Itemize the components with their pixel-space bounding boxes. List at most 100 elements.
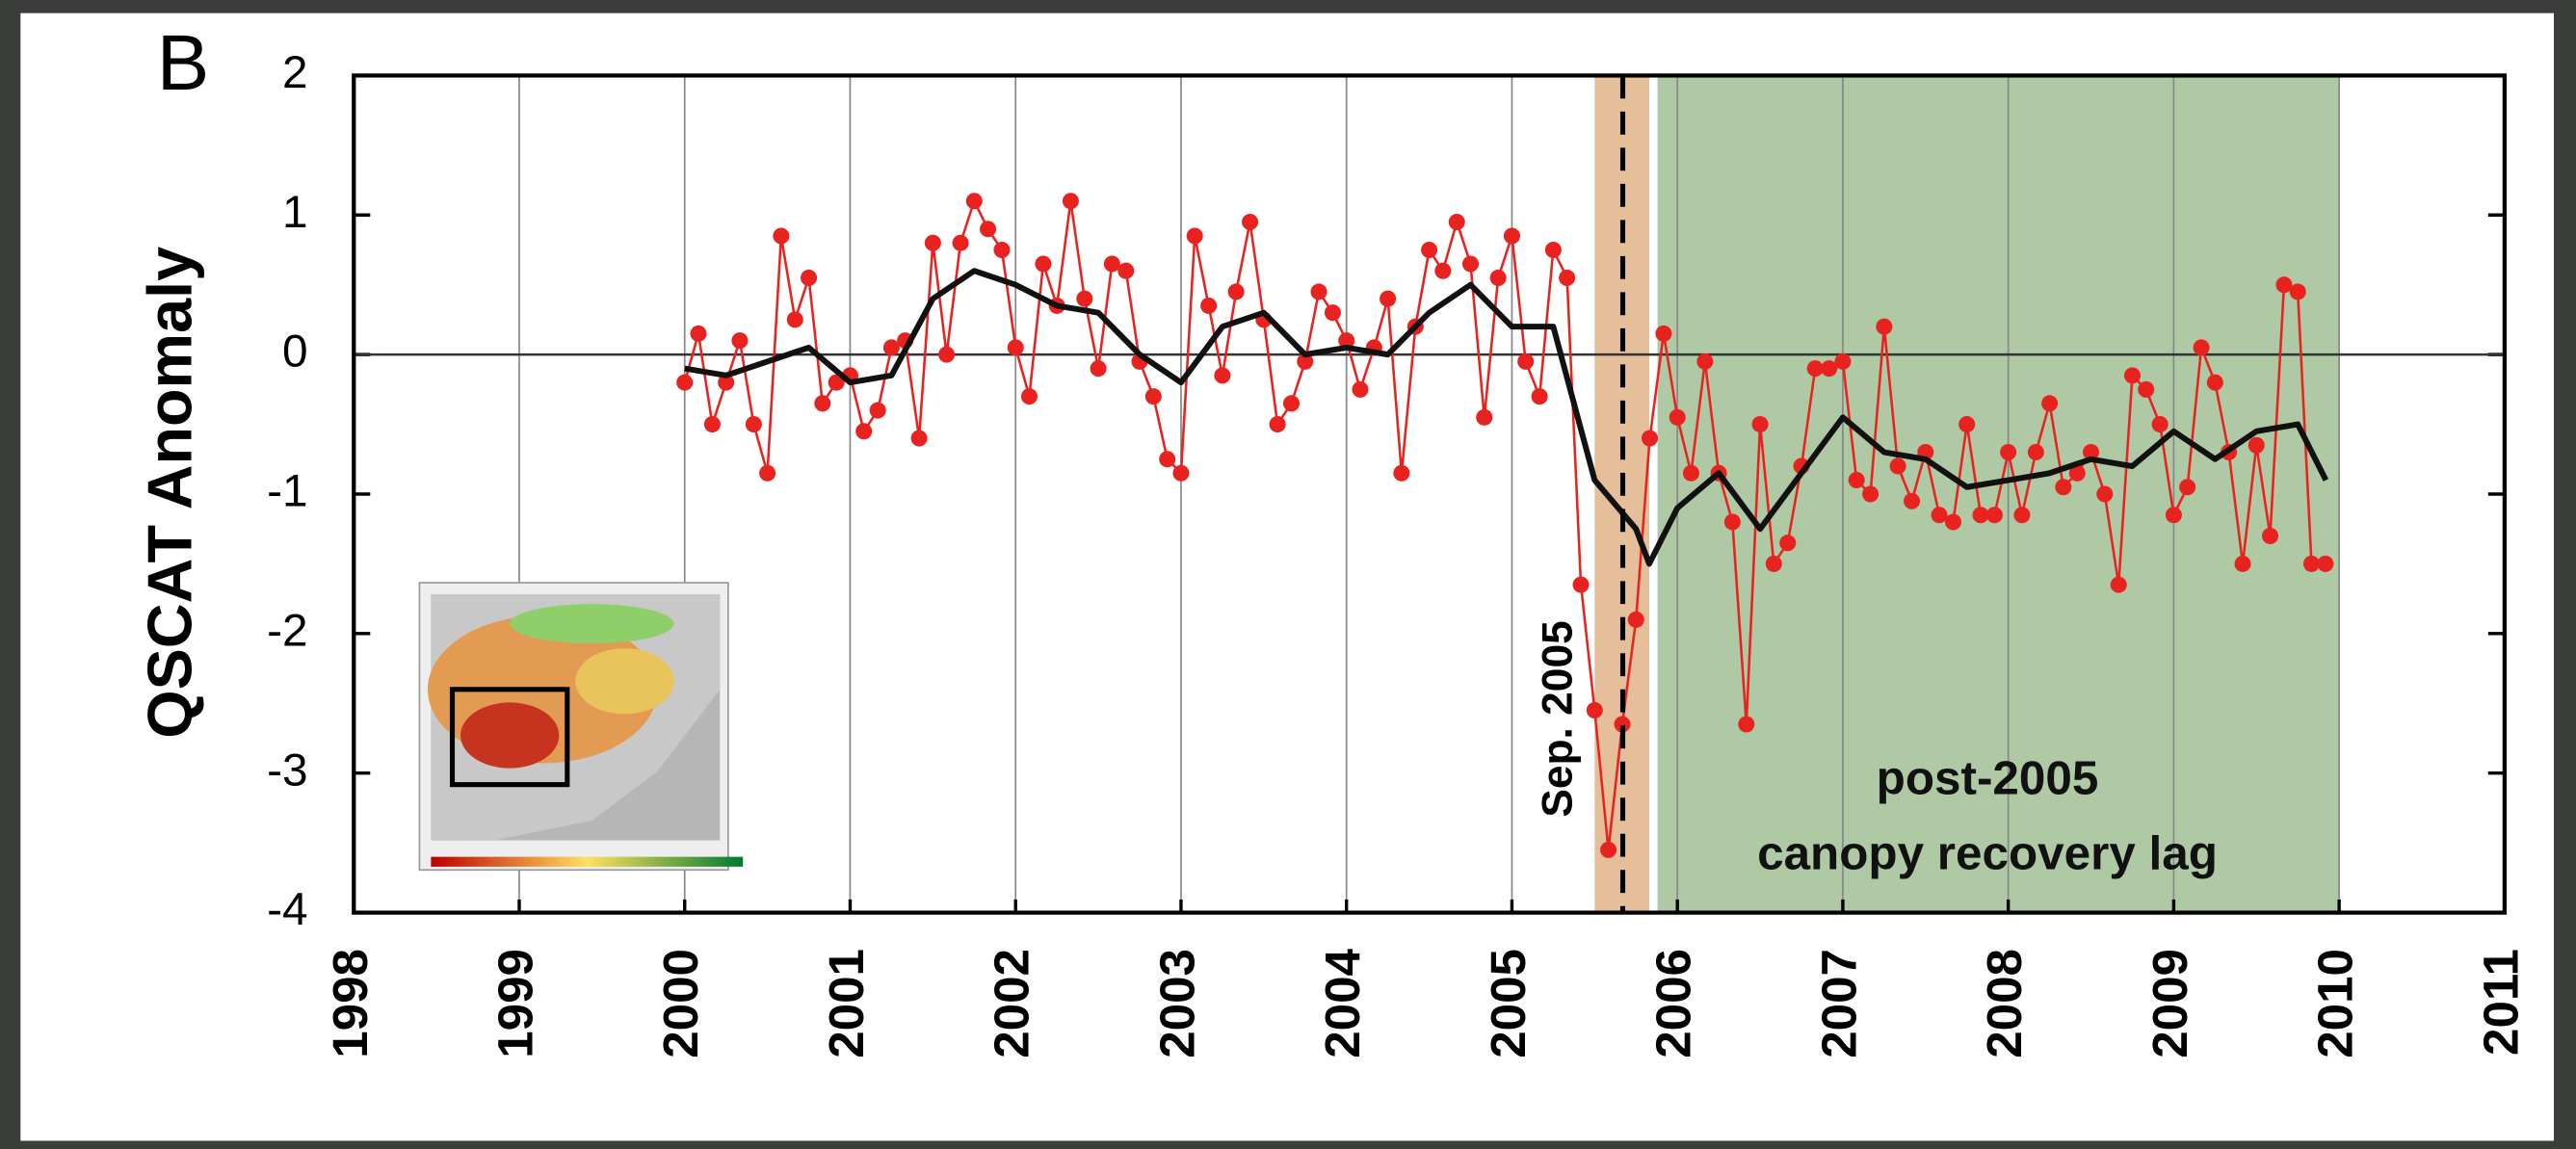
data-point [882,339,900,356]
data-point [1669,408,1686,426]
data-point [1958,416,1976,433]
y-tick-label: -2 [267,605,307,656]
data-point [1985,507,2003,524]
data-point [1944,513,1961,531]
annotation: Sep. 2005 [1535,620,1582,817]
x-tick-label: 2008 [1977,949,2032,1058]
data-point [1904,492,1921,509]
data-point [1310,283,1327,300]
data-point [1421,241,1438,258]
data-point [676,374,694,391]
data-point [1889,457,1906,475]
panel-label: B [157,19,210,107]
data-point [731,332,749,350]
data-point [980,221,997,238]
x-tick-label: 2010 [2308,949,2363,1058]
data-point [2000,444,2017,461]
data-point [924,234,941,251]
data-point [1200,297,1218,314]
data-point [1062,193,1079,210]
data-point [2055,479,2072,496]
data-point [1090,360,1107,378]
data-point [1655,325,1672,342]
y-tick-label: 2 [282,47,308,98]
data-point [910,430,928,447]
data-point [814,395,831,412]
data-point [703,416,721,433]
data-point [2206,374,2223,391]
data-point [2275,276,2293,294]
plot-frame [352,73,2508,915]
x-tick-label: 2011 [2473,949,2528,1056]
data-point [759,464,776,482]
data-point [2165,507,2182,524]
data-point [1393,464,1410,482]
y-tick-label: 1 [282,187,308,238]
data-point [1972,507,1989,524]
data-point [993,241,1011,258]
data-point [1020,388,1038,405]
plot [676,75,2334,913]
data-point [1544,241,1562,258]
data-point [1765,555,1782,572]
data-point [2027,444,2044,461]
data-point [1324,304,1341,322]
inset-map [418,582,744,872]
data-point [745,416,762,433]
data-point [1352,380,1369,398]
data-point [1779,535,1797,552]
data-point [1503,227,1520,245]
data-point [1614,716,1631,733]
data-point [1172,464,1190,482]
data-point [1297,353,1314,370]
data-point [2247,436,2265,454]
data-point [1806,360,1824,378]
data-point [786,311,803,328]
x-tick-label: 2009 [2142,949,2197,1058]
data-point [2234,555,2251,572]
x-tick-label: 2003 [1149,949,1204,1058]
data-point [1076,290,1093,307]
data-point [1448,213,1465,231]
data-point [2151,416,2169,433]
data-point [1876,318,1893,335]
data-point [1489,269,1507,286]
data-point [965,193,983,210]
data-point [2289,283,2306,300]
data-point [1461,255,1480,273]
data-point [1282,395,1301,412]
data-point [1696,353,1714,370]
x-tick-label: 2002 [985,949,1039,1058]
data-point [1559,269,1576,286]
data-point [2068,464,2086,482]
data-point [2013,507,2031,524]
data-point [1641,430,1659,447]
data-point [2110,576,2127,593]
data-point [1214,367,1231,384]
y-tick-label: 0 [282,326,308,378]
data-point [1600,841,1617,858]
data-point [1531,388,1548,405]
y-axis-title: QSCAT Anomaly [135,247,205,739]
data-point [869,402,886,419]
data-point [1517,353,1535,370]
data-point [1380,290,1397,307]
data-point [2096,485,2114,503]
data-point [1586,702,1603,719]
data-point [801,269,818,286]
x-tick-label: 2000 [653,949,708,1058]
data-point [1434,262,1452,279]
data-point [2123,367,2141,384]
annotation: post-2005 [1877,751,2099,804]
x-tick-label: 2004 [1315,949,1370,1058]
data-point [855,423,873,440]
data-point [938,346,956,363]
data-point [1723,513,1741,531]
data-point [1007,339,1024,356]
data-point [1834,353,1852,370]
data-point [690,325,707,342]
data-point [1144,388,1162,405]
x-tick-label: 2007 [1811,949,1866,1058]
